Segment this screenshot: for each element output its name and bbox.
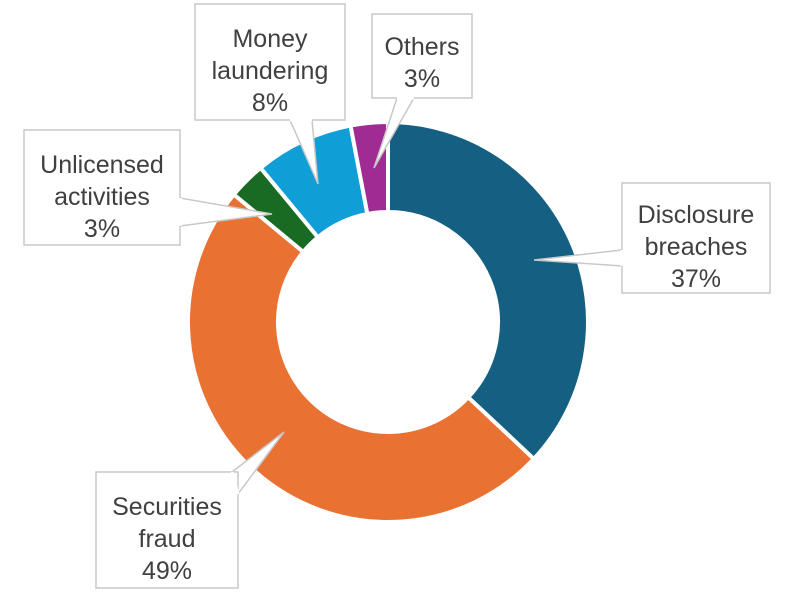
callout-value: 49%	[142, 557, 192, 585]
callout-label-line: Securities	[112, 493, 222, 521]
callout-box	[23, 129, 181, 246]
callout-disclosure-breaches: Disclosure breaches 37%	[533, 182, 771, 294]
callout-label-line: Unlicensed	[40, 151, 164, 179]
callout-value: 8%	[252, 89, 288, 117]
callout-label-line: Disclosure	[638, 201, 755, 229]
callout-label-line: activities	[54, 183, 150, 211]
callout-label-line: Money	[232, 25, 308, 53]
callout-seam	[230, 471, 240, 495]
callout-unlicensed-activities: Unlicensed activities 3%	[23, 129, 273, 246]
callout-securities-fraud: Securities fraud 49%	[95, 431, 285, 589]
callout-label-line: laundering	[212, 57, 329, 85]
callout-value: 3%	[84, 215, 120, 243]
callout-value: 3%	[404, 65, 440, 93]
callout-label-line: Others	[384, 33, 459, 61]
callout-label-line: breaches	[645, 233, 748, 261]
callout-label-line: fraud	[139, 525, 196, 553]
slice-others	[348, 120, 390, 216]
callout-box	[95, 471, 239, 589]
callout-value: 37%	[671, 265, 721, 293]
callout-box	[371, 13, 473, 99]
callout-others: Others 3%	[371, 13, 473, 169]
callout-money-laundering: Money laundering 8%	[194, 3, 346, 185]
callout-box	[194, 3, 346, 121]
callouts-layer: Disclosure breaches 37% Securities fraud 49% U…	[23, 3, 771, 589]
callout-box	[621, 182, 771, 294]
slice-disclosure-breaches	[386, 120, 590, 461]
